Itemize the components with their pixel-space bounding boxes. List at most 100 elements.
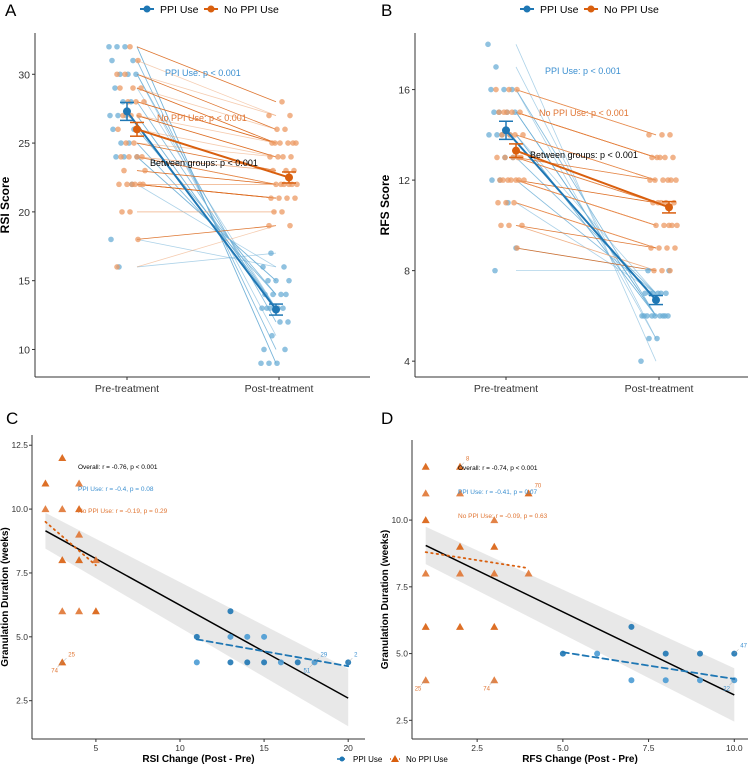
- data-point: [421, 462, 430, 470]
- data-point: [490, 676, 499, 684]
- data-point: [503, 199, 509, 206]
- paired-line: [136, 87, 277, 309]
- data-point: [495, 199, 501, 206]
- data-point: [281, 264, 287, 270]
- data-point: [654, 335, 660, 342]
- data-point: [508, 177, 514, 183]
- paired-line: [136, 156, 277, 171]
- data-point: [292, 195, 298, 201]
- data-point: [490, 622, 499, 630]
- data-point: [58, 505, 67, 513]
- data-point: [277, 319, 283, 325]
- panel-b: B PPI Use No PPI Use 4 8 12 16 Pre-treatment Pos…: [378, 1, 748, 395]
- data-point: [509, 109, 515, 116]
- data-point: [489, 177, 495, 183]
- paired-line: [136, 60, 277, 116]
- paired-line: [515, 179, 657, 226]
- data-point: [496, 109, 502, 116]
- data-point: [494, 132, 500, 138]
- data-point: [276, 195, 282, 201]
- y-tick-label: 30: [18, 69, 30, 81]
- mean-line: [136, 128, 290, 179]
- data-point: [244, 633, 251, 640]
- y-tick-label: 5.0: [16, 632, 28, 642]
- annotation: Overall: r = -0.74, p < 0.001: [458, 465, 538, 472]
- data-point: [660, 177, 666, 183]
- data-point: [646, 132, 652, 138]
- data-point: [667, 132, 673, 138]
- data-point: [274, 360, 280, 367]
- data-point: [127, 209, 133, 215]
- data-point: [270, 291, 276, 298]
- panel-label: B: [381, 1, 392, 20]
- y-axis-title: Granulation Duration (weeks): [0, 527, 11, 666]
- data-point: [661, 222, 667, 229]
- data-point: [285, 140, 291, 146]
- y-tick-label: 16: [398, 85, 410, 97]
- data-point: [485, 41, 491, 48]
- data-point: [672, 245, 678, 251]
- data-point: [287, 222, 293, 229]
- data-point: [112, 85, 118, 91]
- data-point: [75, 479, 84, 487]
- mean-line: [515, 149, 670, 209]
- data-point: [486, 132, 492, 138]
- legend-marker: [391, 755, 399, 762]
- overall-fit-line: [425, 544, 735, 696]
- paired-line: [136, 170, 277, 185]
- y-tick-label: 20: [18, 207, 30, 219]
- paired-line: [515, 134, 657, 181]
- y-tick-label: 15: [18, 276, 30, 288]
- mean-point: [652, 296, 660, 305]
- annotation: Between groups: p < 0.001: [150, 158, 258, 168]
- data-point: [244, 659, 251, 666]
- data-point: [41, 505, 50, 513]
- data-point: [273, 277, 279, 284]
- data-point: [673, 177, 679, 183]
- data-point: [126, 154, 132, 160]
- paired-line: [136, 101, 277, 309]
- data-point: [131, 140, 137, 146]
- data-point: [642, 290, 648, 297]
- data-point: [75, 607, 84, 615]
- x-axis-title: RSI Change (Post - Pre): [142, 754, 254, 765]
- y-tick-label: 7.5: [16, 568, 28, 578]
- paired-line: [136, 239, 277, 268]
- data-point: [279, 99, 285, 105]
- data-point: [490, 542, 499, 550]
- y-tick-label: 5.0: [396, 649, 408, 659]
- panel-a: A PPI Use No PPI Use 10 15 20 25 30 Pre-treatmen…: [0, 1, 370, 395]
- data-point: [674, 222, 680, 229]
- annotation: PPI Use: r = -0.4, p = 0.08: [78, 486, 154, 493]
- data-point: [134, 154, 140, 160]
- data-point: [138, 85, 144, 91]
- data-point: [524, 489, 533, 497]
- legend-marker: [207, 5, 215, 13]
- x-tick-label: 7.5: [643, 743, 655, 753]
- data-point: [517, 109, 523, 116]
- data-point: [499, 132, 505, 138]
- data-point: [421, 489, 430, 497]
- point-label: 25: [415, 686, 422, 692]
- data-point: [490, 516, 499, 524]
- data-point: [648, 245, 654, 251]
- label-leader: [734, 649, 739, 654]
- data-point: [277, 140, 283, 146]
- data-point: [519, 222, 525, 229]
- annotation: PPI Use: p < 0.001: [165, 68, 241, 78]
- x-tick-label: Pre-treatment: [474, 383, 538, 395]
- data-point: [58, 658, 67, 666]
- data-point: [663, 290, 669, 297]
- data-point: [124, 181, 130, 188]
- y-tick-label: 2.5: [16, 696, 28, 706]
- data-point: [421, 516, 430, 524]
- data-point: [136, 112, 142, 119]
- annotation: Between groups: p < 0.001: [530, 150, 638, 160]
- data-point: [294, 659, 301, 666]
- data-point: [268, 195, 274, 201]
- data-point: [141, 99, 147, 105]
- paired-line: [136, 225, 277, 268]
- data-point: [127, 43, 133, 50]
- data-point: [645, 267, 651, 274]
- panel-c: C 2.5 5.0 7.5 10.0 12.5 5 10 15 20 RSI Change (Pos…: [0, 409, 365, 765]
